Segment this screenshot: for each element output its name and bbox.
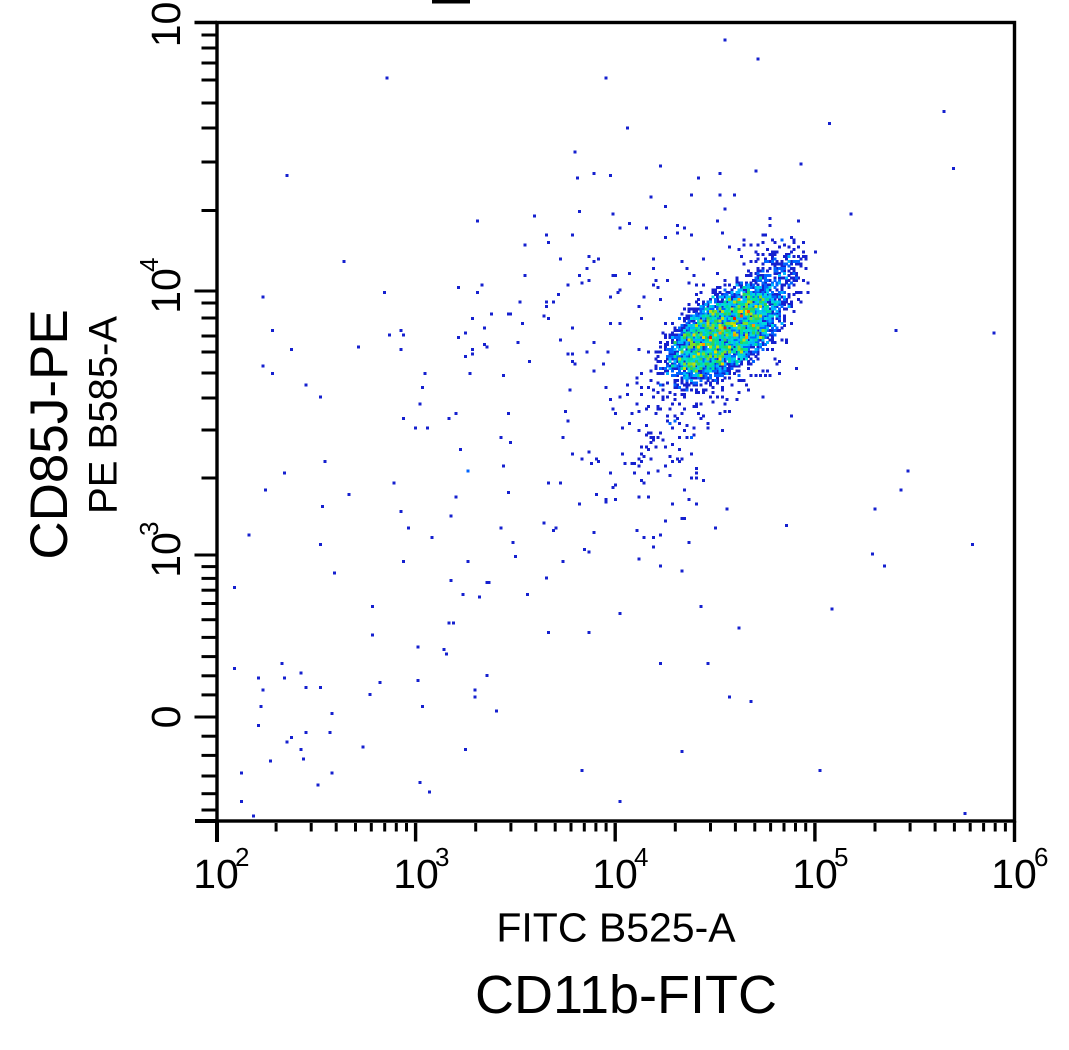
svg-text:2: 2 <box>235 842 249 872</box>
svg-text:10: 10 <box>991 851 1037 897</box>
svg-text:CD85J-PE: CD85J-PE <box>20 309 79 559</box>
svg-text:5: 5 <box>834 842 848 872</box>
svg-text:10: 10 <box>143 532 189 578</box>
svg-text:10: 10 <box>193 851 239 897</box>
svg-text:10: 10 <box>592 851 638 897</box>
svg-text:10: 10 <box>792 851 838 897</box>
svg-text:FITC B525-A: FITC B525-A <box>496 905 736 951</box>
svg-text:3: 3 <box>435 842 449 872</box>
svg-text:10: 10 <box>393 851 439 897</box>
svg-text:PE B585-A: PE B585-A <box>82 316 126 514</box>
svg-text:4: 4 <box>634 842 648 872</box>
svg-text:3: 3 <box>134 522 164 536</box>
svg-text:10: 10 <box>143 2 189 48</box>
svg-text:10: 10 <box>143 268 189 314</box>
svg-text:4: 4 <box>134 258 164 272</box>
svg-text:0: 0 <box>143 706 189 729</box>
svg-text:CD11b-FITC: CD11b-FITC <box>475 965 777 1025</box>
svg-text:6: 6 <box>1034 842 1048 872</box>
